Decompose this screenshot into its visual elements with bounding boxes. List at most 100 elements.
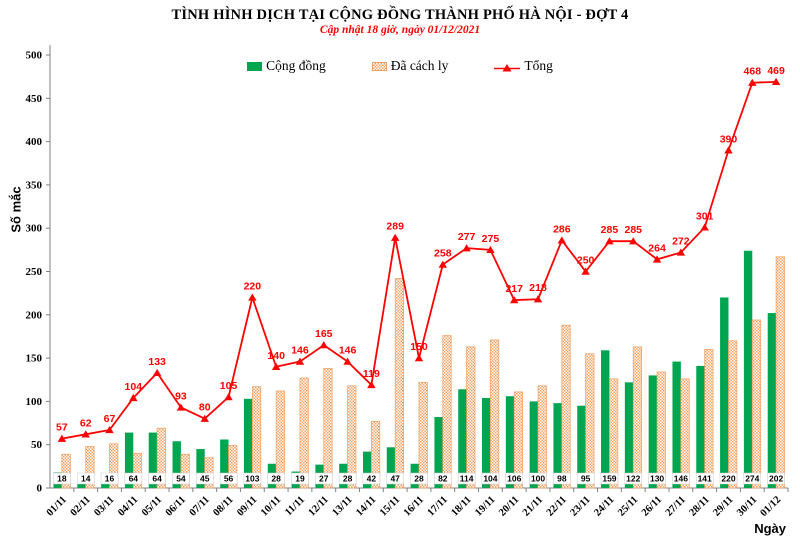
x-tick-label: 18/11 xyxy=(449,494,473,518)
total-label: 104 xyxy=(125,381,143,393)
bar-label-box xyxy=(529,472,547,485)
total-label: 468 xyxy=(744,66,762,78)
legend: Cộng đồng Đã cách ly Tổng xyxy=(0,58,800,74)
bar-cong-dong xyxy=(672,361,681,488)
x-tick-label: 10/11 xyxy=(259,494,283,518)
bar-da-cach-ly xyxy=(156,427,166,489)
x-tick-label: 01/12 xyxy=(759,494,784,519)
bar-label-box xyxy=(481,472,500,485)
total-marker xyxy=(248,293,257,301)
total-label: 150 xyxy=(410,341,428,353)
bar-label-box xyxy=(624,472,643,485)
total-label: 258 xyxy=(434,248,452,260)
legend-item-cong-dong: Cộng đồng xyxy=(247,58,326,74)
total-label: 93 xyxy=(175,390,187,402)
x-axis-title: Ngày xyxy=(754,521,786,536)
bar-cong-dong xyxy=(505,396,515,488)
total-marker xyxy=(724,146,733,154)
bar-da-cach-ly xyxy=(275,390,285,489)
bar-label: 28 xyxy=(414,474,424,484)
bar-label-box xyxy=(195,472,214,485)
y-tick-label: 500 xyxy=(26,50,43,62)
bar-label: 274 xyxy=(745,474,759,484)
bar-label: 47 xyxy=(390,474,400,484)
bar-da-cach-ly xyxy=(632,346,643,489)
bar-da-cach-ly xyxy=(394,278,404,489)
bar-label: 27 xyxy=(319,474,329,484)
x-tick-label: 07/11 xyxy=(188,494,212,518)
total-label: 218 xyxy=(529,282,547,294)
bar-da-cach-ly xyxy=(109,443,119,489)
x-tick-label: 13/11 xyxy=(330,494,354,518)
bar-cong-dong xyxy=(434,416,443,488)
total-label: 119 xyxy=(363,368,380,380)
bar-label-box xyxy=(291,472,309,485)
bar-da-cach-ly xyxy=(585,353,595,489)
total-label: 277 xyxy=(458,231,476,243)
x-tick-label: 09/11 xyxy=(235,494,259,518)
bar-da-cach-ly xyxy=(490,339,500,489)
total-marker xyxy=(486,245,495,254)
total-marker xyxy=(438,260,448,268)
bar-da-cach-ly xyxy=(537,385,547,489)
bar-da-cach-ly xyxy=(513,391,524,489)
bar-label: 82 xyxy=(438,474,448,484)
x-tick-label: 05/11 xyxy=(140,494,164,518)
total-label: 67 xyxy=(104,413,116,425)
legend-item-da-cach-ly: Đã cách ly xyxy=(371,58,449,74)
chart-title: TÌNH HÌNH DỊCH TẠI CỘNG ĐỒNG THÀNH PHỐ H… xyxy=(171,7,629,23)
x-tick-label: 19/11 xyxy=(473,494,497,518)
bar-da-cach-ly xyxy=(775,256,785,489)
bar-da-cach-ly xyxy=(251,386,262,489)
x-tick-label: 20/11 xyxy=(497,494,521,518)
bar-label: 42 xyxy=(367,474,377,484)
bar-label: 106 xyxy=(507,474,521,484)
community-bar-swatch-icon xyxy=(247,61,263,71)
bar-label: 202 xyxy=(769,474,783,484)
x-tick-label: 26/11 xyxy=(640,494,664,518)
total-marker xyxy=(605,237,614,245)
total-marker xyxy=(319,341,328,349)
x-tick-label: 14/11 xyxy=(354,494,378,518)
bar-label: 19 xyxy=(295,474,305,484)
x-tick-label: 30/11 xyxy=(735,494,759,518)
bar-label-box xyxy=(219,472,238,485)
total-marker xyxy=(581,267,590,275)
bar-cong-dong xyxy=(196,449,205,488)
x-tick-label: 21/11 xyxy=(521,494,545,518)
y-tick-label: 300 xyxy=(26,223,43,235)
x-tick-label: 24/11 xyxy=(592,494,616,518)
bar-label: 95 xyxy=(581,474,591,484)
x-tick-label: 16/11 xyxy=(402,494,426,518)
legend-label-da-cach-ly: Đã cách ly xyxy=(390,58,449,73)
total-marker xyxy=(629,237,638,245)
bar-label: 98 xyxy=(557,474,567,484)
x-tick-label: 28/11 xyxy=(688,494,712,518)
bar-label-box xyxy=(267,472,285,485)
bar-cong-dong xyxy=(172,441,181,488)
total-marker xyxy=(652,255,662,263)
x-tick-label: 08/11 xyxy=(211,494,235,518)
total-label: 217 xyxy=(505,283,523,295)
total-label: 133 xyxy=(148,356,166,368)
total-marker xyxy=(152,368,162,377)
total-marker xyxy=(105,425,114,434)
bar-da-cach-ly xyxy=(751,319,762,489)
total-marker xyxy=(224,393,233,401)
x-tick-label: 11/11 xyxy=(283,494,307,518)
bar-cong-dong xyxy=(601,350,610,488)
bar-label-box xyxy=(315,472,333,485)
total-marker xyxy=(700,223,709,231)
bar-cong-dong xyxy=(243,398,253,488)
y-tick-label: 50 xyxy=(31,439,43,451)
bar-cong-dong xyxy=(720,297,729,488)
bar-da-cach-ly xyxy=(680,378,690,489)
x-tick-label: 25/11 xyxy=(616,494,640,518)
bar-da-cach-ly xyxy=(609,378,619,489)
bar-cong-dong xyxy=(386,447,396,488)
total-label: 165 xyxy=(315,328,333,340)
bar-label: 16 xyxy=(105,474,115,484)
bar-label-box xyxy=(505,472,523,485)
total-label: 272 xyxy=(672,235,690,247)
total-marker xyxy=(557,236,567,244)
